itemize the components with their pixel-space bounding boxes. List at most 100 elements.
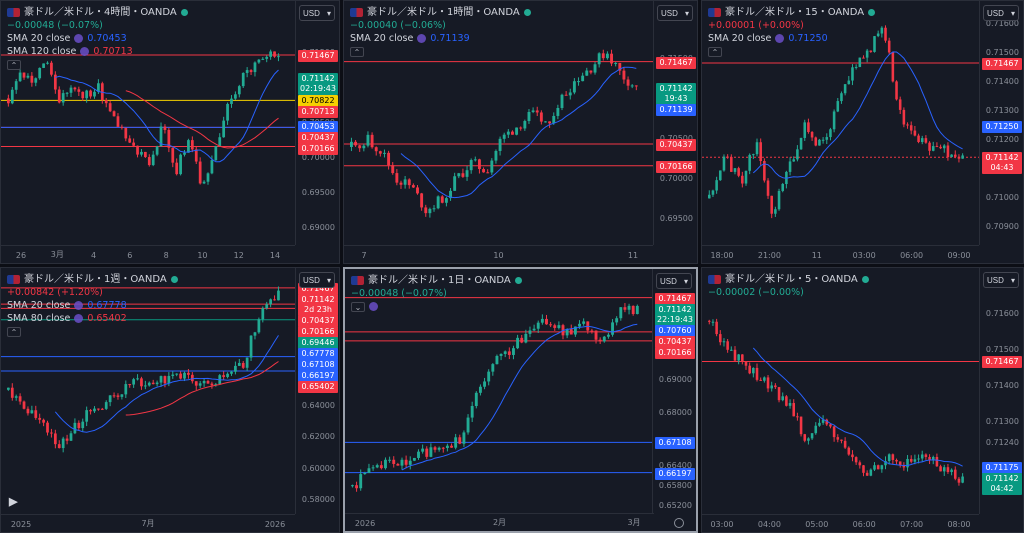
price-axis[interactable]: 0.71600 0.71500 0.71400 0.71300 0.71200 0.711… <box>979 1 1023 245</box>
price-plot[interactable] <box>702 1 979 245</box>
candle <box>458 437 462 444</box>
candle <box>719 334 722 343</box>
time-axis[interactable]: 2026 2月 3月 <box>345 513 654 531</box>
price-plot[interactable] <box>344 1 653 245</box>
chevron-up-icon[interactable]: ⌃ <box>350 47 364 57</box>
eye-icon[interactable] <box>74 314 84 323</box>
price-axis[interactable]: 0.720000.715000.710000.705000.700000.695… <box>295 1 339 245</box>
chevron-down-icon[interactable]: ⌄ <box>351 302 365 312</box>
indicator-row[interactable]: SMA 20 close 0.67778 <box>7 299 178 312</box>
candle <box>89 90 92 97</box>
candle <box>379 465 383 469</box>
candle <box>597 53 601 65</box>
eye-icon[interactable] <box>369 301 378 311</box>
candle <box>722 341 726 343</box>
candle <box>132 379 135 385</box>
candle <box>873 465 876 470</box>
time-axis[interactable]: 2025 7月 2026 <box>1 514 295 532</box>
candle <box>902 109 906 125</box>
symbol-title[interactable]: 豪ドル／米ドル・1週・OANDA <box>24 274 167 285</box>
chart-pane[interactable]: 0.720000.700000.680000.660000.640000.620… <box>0 267 340 533</box>
currency-select[interactable]: USD ▾ <box>299 5 335 21</box>
chevron-up-icon[interactable]: ⌃ <box>708 47 722 57</box>
candle <box>461 173 465 177</box>
candle <box>950 154 953 157</box>
indicator-row[interactable]: SMA 20 close 0.70453 <box>7 32 188 45</box>
candle <box>818 422 821 426</box>
time-axis[interactable]: 03:00 04:00 05:00 06:00 07:00 08:00 <box>702 514 979 532</box>
chart-pane[interactable]: 0.71600 0.71500 0.71400 0.71300 0.71240 0.714… <box>701 267 1024 533</box>
candle <box>81 421 85 429</box>
currency-select[interactable]: USD ▾ <box>299 272 335 288</box>
indicator-row[interactable]: SMA 80 close 0.65402 <box>7 312 178 325</box>
eye-icon[interactable] <box>74 34 84 43</box>
candle <box>190 140 194 150</box>
gear-icon[interactable] <box>674 518 684 528</box>
eye-icon[interactable] <box>417 34 427 43</box>
price-plot[interactable] <box>702 268 979 514</box>
chart-pane[interactable]: 0.720000.710000.700000.690000.680000.670… <box>343 267 698 533</box>
candle <box>265 56 269 59</box>
indicator-value: 0.70453 <box>87 33 127 44</box>
chart-pane[interactable]: 0.720000.715000.710000.705000.700000.695… <box>0 0 340 264</box>
candle <box>829 129 832 138</box>
currency-select[interactable]: USD ▾ <box>983 5 1019 21</box>
price-tick-label: 0.71240 <box>985 438 1019 448</box>
price-plot[interactable] <box>1 1 295 245</box>
price-tick-label: 0.71300 <box>985 416 1019 426</box>
symbol-title[interactable]: 豪ドル／米ドル・1日・OANDA <box>368 275 511 286</box>
price-tick-label: 0.70900 <box>985 222 1019 232</box>
candle <box>920 454 924 459</box>
candle <box>887 40 891 53</box>
candle <box>97 83 100 92</box>
indicator-row[interactable]: SMA 20 close 0.71139 <box>350 32 531 45</box>
candle <box>939 146 942 149</box>
candle <box>851 67 854 81</box>
chart-legend: 豪ドル／米ドル・1時間・OANDA −0.00040 (−0.06%) SMA 20… <box>350 6 531 57</box>
candle <box>124 127 128 139</box>
candle <box>523 121 527 129</box>
candle <box>26 408 30 414</box>
indicator-name: SMA 120 close <box>7 46 77 57</box>
chevron-up-icon[interactable]: ⌃ <box>7 60 21 70</box>
time-axis[interactable]: 26 3月 4 6 8 10 12 14 <box>1 245 295 263</box>
candle <box>564 94 568 96</box>
currency-select[interactable]: USD ▾ <box>983 272 1019 288</box>
market-dot-icon <box>868 9 876 16</box>
candle <box>77 422 81 429</box>
time-axis[interactable]: 7 10 11 <box>344 245 653 263</box>
symbol-title[interactable]: 豪ドル／米ドル・5・OANDA <box>725 274 858 285</box>
candle <box>821 419 825 423</box>
price-tick-label: 0.58000 <box>301 495 335 505</box>
candle <box>362 145 366 149</box>
price-axis[interactable]: 0.720000.700000.680000.660000.640000.620… <box>295 268 339 514</box>
candle <box>891 52 895 82</box>
indicator-value: 0.65402 <box>87 313 127 324</box>
candle <box>847 447 851 455</box>
currency-select[interactable]: USD ▾ <box>657 5 693 21</box>
time-tick-label: 11 <box>811 251 822 260</box>
price-axis[interactable]: 0.71600 0.71500 0.71400 0.71300 0.71240 0.714… <box>979 268 1023 514</box>
currency-select[interactable]: USD ▾ <box>656 273 692 289</box>
chart-pane[interactable]: 0.71600 0.71500 0.71400 0.71300 0.71200 0.711… <box>701 0 1024 264</box>
chart-pane[interactable]: 0.720000.715000.710000.705000.700000.695… <box>343 0 698 264</box>
symbol-title[interactable]: 豪ドル／米ドル・15・OANDA <box>725 7 865 18</box>
eye-icon[interactable] <box>80 47 90 56</box>
symbol-title[interactable]: 豪ドル／米ドル・4時間・OANDA <box>24 7 177 18</box>
price-axis[interactable]: 0.720000.710000.700000.690000.680000.670… <box>652 269 696 515</box>
flag-icon <box>7 8 20 17</box>
tradingview-logo-icon[interactable]: ▶ <box>9 496 18 508</box>
candle <box>396 463 400 466</box>
time-axis[interactable]: 18:00 21:00 11 03:00 06:00 09:00 <box>702 245 979 263</box>
symbol-title[interactable]: 豪ドル／米ドル・1時間・OANDA <box>367 7 520 18</box>
indicator-row[interactable]: SMA 120 close 0.70713 <box>7 45 188 58</box>
candle <box>498 138 502 151</box>
price-plot[interactable] <box>1 268 295 514</box>
chart-legend: 豪ドル／米ドル・5・OANDA −0.00002 (−0.00%) <box>708 273 869 299</box>
eye-icon[interactable] <box>74 301 84 310</box>
eye-icon[interactable] <box>775 34 785 43</box>
indicator-row[interactable]: SMA 20 close 0.71250 <box>708 32 875 45</box>
price-axis[interactable]: 0.720000.715000.710000.705000.700000.695… <box>653 1 697 245</box>
price-plot[interactable] <box>345 269 654 515</box>
chevron-up-icon[interactable]: ⌃ <box>7 327 21 337</box>
